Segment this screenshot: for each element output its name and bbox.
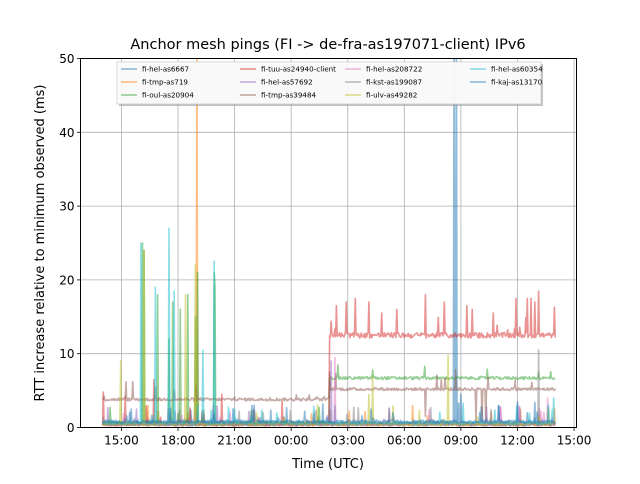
y-axis-label: RTT increase relative to minimum observe… bbox=[33, 85, 48, 402]
legend-entry: fi-tuu-as24940-client bbox=[240, 65, 336, 74]
y-tick-label: 40 bbox=[59, 126, 74, 140]
legend-entry: fi-tmp-as39484 bbox=[240, 91, 317, 100]
legend-label: fi-oul-as20904 bbox=[142, 91, 194, 100]
y-tick-label: 50 bbox=[59, 52, 74, 66]
x-axis-label: Time (UTC) bbox=[291, 457, 364, 472]
legend-entry: fi-kst-as199087 bbox=[345, 78, 422, 87]
x-tick-label: 09:00 bbox=[444, 434, 479, 448]
legend-label: fi-tuu-as24940-client bbox=[261, 65, 336, 74]
series-line-fi-kaj-as13170 bbox=[102, 393, 556, 424]
legend-label: fi-tmp-as39484 bbox=[261, 91, 317, 100]
x-tick-label: 03:00 bbox=[330, 434, 365, 448]
y-tick-label: 10 bbox=[59, 347, 74, 361]
x-tick-label: 15:00 bbox=[557, 434, 592, 448]
legend-label: fi-kst-as199087 bbox=[366, 78, 422, 87]
x-tick-label: 21:00 bbox=[217, 434, 252, 448]
legend: fi-hel-as6667 fi-tmp-as719 fi-oul-as20904 f… bbox=[116, 61, 543, 106]
x-tick-label: 06:00 bbox=[387, 434, 422, 448]
legend-entry: fi-kaj-as13170 bbox=[470, 78, 543, 87]
legend-entry: fi-ulv-as49282 bbox=[345, 91, 417, 100]
x-axis: 15:00 18:00 21:00 00:00 03:00 06:00 09:00 12:00… bbox=[104, 427, 592, 448]
series-line-fi-tmp-as39484 bbox=[101, 368, 556, 423]
legend-label: fi-kaj-as13170 bbox=[491, 78, 543, 87]
legend-label: fi-hel-as208722 bbox=[366, 65, 422, 74]
legend-label: fi-hel-as57692 bbox=[261, 78, 313, 87]
chart-title: Anchor mesh pings (FI -> de-fra-as197071… bbox=[130, 37, 525, 53]
legend-entry: fi-hel-as208722 bbox=[345, 65, 422, 74]
grid bbox=[80, 58, 577, 428]
legend-entry: fi-hel-as60354 bbox=[470, 65, 543, 74]
x-tick-label: 18:00 bbox=[161, 434, 196, 448]
legend-entry: fi-tmp-as719 bbox=[121, 78, 188, 87]
legend-label: fi-tmp-as719 bbox=[142, 78, 188, 87]
legend-label: fi-hel-as60354 bbox=[491, 65, 543, 74]
x-tick-label: 15:00 bbox=[104, 434, 139, 448]
y-tick-label: 20 bbox=[59, 273, 74, 287]
legend-entry: fi-hel-as57692 bbox=[240, 78, 313, 87]
series-lines bbox=[101, 58, 556, 427]
legend-label: fi-hel-as6667 bbox=[142, 65, 189, 74]
y-tick-label: 0 bbox=[67, 421, 75, 435]
x-tick-label: 00:00 bbox=[274, 434, 309, 448]
legend-label: fi-ulv-as49282 bbox=[366, 91, 417, 100]
y-axis: 0 10 20 30 40 50 bbox=[59, 52, 81, 435]
plot-frame bbox=[80, 58, 577, 428]
x-tick-label: 12:00 bbox=[500, 434, 535, 448]
legend-entry: fi-oul-as20904 bbox=[121, 91, 194, 100]
legend-entry: fi-hel-as6667 bbox=[121, 65, 189, 74]
y-tick-label: 30 bbox=[59, 200, 74, 214]
